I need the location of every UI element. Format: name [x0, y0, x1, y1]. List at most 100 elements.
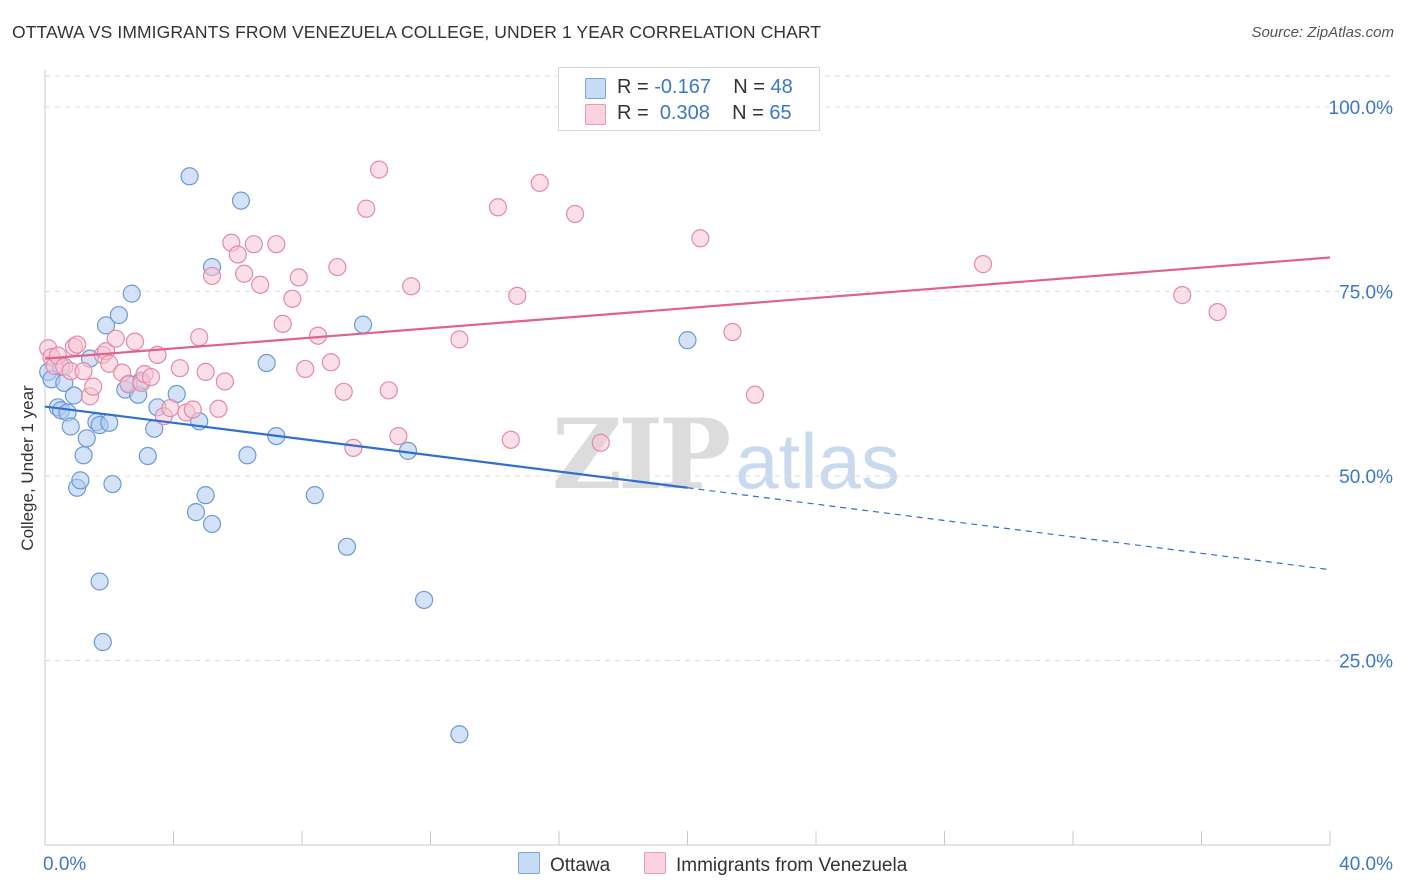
venezuela-series	[39, 160, 1227, 458]
ottawa-point	[100, 413, 119, 432]
ottawa-point	[122, 284, 141, 303]
bottom-legend-venezuela: Immigrants from Venezuela	[644, 852, 907, 877]
bottom-legend-ottawa: Ottawa	[518, 852, 610, 877]
ottawa-point	[186, 503, 206, 522]
venezuela-point	[283, 289, 302, 308]
venezuela-point	[973, 255, 993, 274]
venezuela-point	[170, 359, 190, 378]
venezuela-point	[84, 377, 103, 396]
ottawa-point	[180, 167, 199, 186]
stats-legend: R = -0.167 N = 48 R = 0.308 N = 65	[558, 67, 820, 131]
venezuela-point	[251, 275, 270, 294]
chart-title: OTTAWA VS IMMIGRANTS FROM VENEZUELA COLL…	[12, 22, 822, 42]
venezuela-point	[501, 430, 520, 449]
ottawa-trend-line	[44, 405, 688, 489]
legend-ottawa-r-value: -0.167	[654, 76, 711, 98]
legend-ottawa-n-label: N =	[733, 76, 765, 98]
ottawa-swatch	[585, 78, 606, 99]
source-label: Source: ZipAtlas.com	[1251, 24, 1394, 41]
venezuela-point	[488, 198, 508, 217]
venezuela-point	[402, 277, 421, 296]
x-tick-label: 0.0%	[43, 854, 86, 875]
venezuela-point	[183, 400, 202, 419]
x-tick-label: 40.0%	[1339, 854, 1393, 875]
venezuela-point	[161, 398, 180, 418]
ottawa-point	[138, 446, 157, 466]
venezuela-point	[370, 160, 389, 179]
venezuela-point	[215, 372, 234, 391]
venezuela-point	[334, 382, 353, 401]
ottawa-point	[109, 305, 128, 325]
venezuela-point	[190, 328, 209, 347]
venezuela-point	[591, 433, 610, 452]
ottawa-point	[61, 417, 80, 436]
ottawa-point	[305, 486, 324, 505]
y-axis-label: College, Under 1 year	[18, 385, 37, 551]
legend-venezuela-text: R = 0.308 N = 65	[617, 102, 792, 125]
venezuela-swatch	[585, 104, 606, 125]
ottawa-point	[257, 353, 276, 373]
ottawa-trend-extension	[687, 487, 1331, 571]
bottom-venezuela-swatch	[644, 852, 666, 874]
ottawa-point	[77, 429, 96, 448]
venezuela-point	[235, 264, 254, 283]
venezuela-point	[321, 353, 341, 372]
gridlines	[45, 75, 1394, 661]
legend-ottawa-r-label: R =	[617, 76, 649, 98]
ottawa-point	[74, 446, 93, 465]
venezuela-point	[209, 399, 228, 418]
legend-ottawa-n-value: 48	[770, 76, 793, 98]
y-tick-label: 50.0%	[1339, 467, 1393, 488]
legend-venezuela-n-label: N =	[732, 102, 764, 124]
venezuela-point	[450, 330, 469, 349]
ottawa-point	[337, 537, 357, 556]
axes	[44, 70, 1331, 846]
ottawa-point	[353, 315, 373, 334]
ottawa-point	[450, 725, 469, 744]
ottawa-point	[231, 191, 251, 210]
tick-labels: 25.0% 50.0% 75.0% 100.0% 0.0% 40.0%	[43, 98, 1393, 875]
bottom-ottawa-label: Ottawa	[550, 855, 611, 876]
ottawa-point	[71, 471, 90, 490]
venezuela-point	[228, 245, 247, 264]
venezuela-point	[244, 235, 263, 254]
venezuela-point	[328, 257, 347, 277]
bottom-venezuela-label: Immigrants from Venezuela	[676, 855, 908, 876]
venezuela-point	[74, 362, 93, 381]
y-tick-label: 25.0%	[1339, 651, 1393, 672]
venezuela-point	[196, 362, 215, 381]
legend-venezuela-r-value: 0.308	[659, 102, 710, 124]
legend-venezuela-n-value: 65	[769, 102, 792, 124]
y-tick-label: 100.0%	[1329, 98, 1394, 119]
legend-ottawa-text: R = -0.167 N = 48	[617, 76, 793, 99]
ottawa-point	[202, 514, 222, 534]
y-tick-label: 75.0%	[1339, 282, 1393, 303]
ottawa-point	[90, 572, 109, 591]
venezuela-point	[723, 322, 742, 342]
venezuela-point	[1173, 286, 1192, 305]
venezuela-point	[296, 359, 315, 379]
venezuela-point	[1208, 302, 1227, 322]
ottawa-point	[678, 331, 697, 350]
ottawa-point	[414, 590, 434, 610]
venezuela-point	[202, 266, 222, 286]
venezuela-point	[141, 367, 161, 387]
venezuela-point	[389, 426, 408, 446]
venezuela-point	[530, 173, 549, 193]
venezuela-point	[100, 354, 119, 373]
ottawa-series	[39, 167, 697, 744]
venezuela-point	[357, 199, 376, 218]
venezuela-point	[344, 438, 363, 458]
legend-venezuela-r-label: R =	[617, 102, 649, 124]
venezuela-point	[106, 329, 125, 348]
venezuela-trend-line	[44, 256, 1331, 360]
ottawa-point	[238, 446, 257, 465]
ottawa-point	[93, 632, 112, 652]
ottawa-point	[103, 474, 122, 494]
venezuela-point	[289, 268, 308, 287]
ottawa-point	[64, 386, 84, 405]
venezuela-point	[379, 381, 398, 400]
bottom-ottawa-swatch	[518, 852, 540, 874]
trend-lines	[44, 256, 1331, 571]
